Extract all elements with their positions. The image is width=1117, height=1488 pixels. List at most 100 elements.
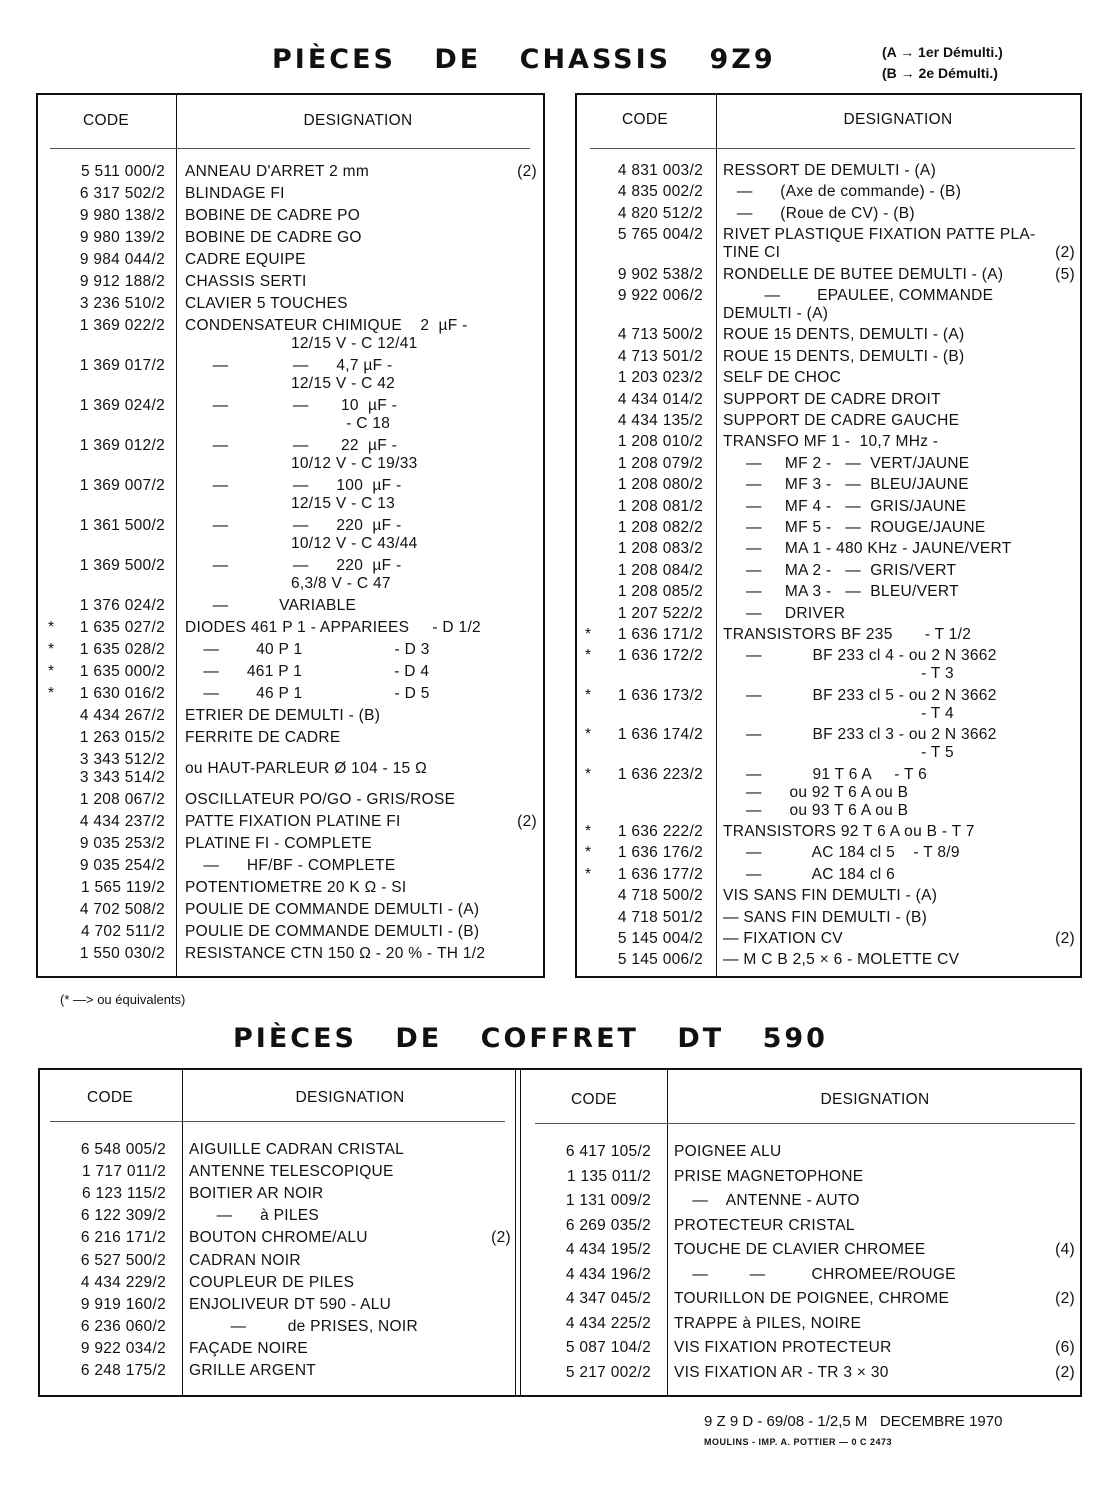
part-code: 1 208 067/2 xyxy=(79,791,165,808)
part-code: 1 369 007/2 xyxy=(79,477,165,494)
note: (2) xyxy=(1055,1290,1075,1307)
designation: 12/15 V - C 13 xyxy=(185,495,396,512)
part-code: 4 713 501/2 xyxy=(617,347,703,365)
part-code: 4 820 512/2 xyxy=(617,204,703,222)
part-code: 6 269 035/2 xyxy=(565,1216,651,1234)
designation: — ANTENNE - AUTO xyxy=(674,1192,860,1209)
designation: 12/15 V - C 12/41 xyxy=(185,335,418,352)
designation: GRILLE ARGENT xyxy=(189,1362,317,1379)
part-code: 4 718 501/2 xyxy=(617,908,703,926)
star: * xyxy=(48,619,55,636)
designation: FAÇADE NOIRE xyxy=(189,1339,309,1357)
part-code: 4 434 267/2 xyxy=(79,707,165,724)
part-code: 4 835 002/2 xyxy=(617,183,703,201)
header-rule xyxy=(50,148,530,149)
designation: DIODES 461 P 1 - APPARIEES - D 1/2 xyxy=(185,619,481,636)
part-code: 9 980 139/2 xyxy=(79,229,165,246)
header-rule xyxy=(590,148,1075,149)
designation: — 40 P 1 - D 3 xyxy=(185,641,430,658)
star: * xyxy=(585,686,592,704)
star: * xyxy=(48,663,55,680)
designation: PRISE MAGNETOPHONE xyxy=(674,1167,864,1185)
part-code: 4 434 135/2 xyxy=(617,412,703,429)
designation: BOUTON CHROME/ALU xyxy=(189,1229,368,1247)
part-code: 5 087 104/2 xyxy=(565,1339,651,1356)
designation: BOITIER AR NOIR xyxy=(189,1185,324,1203)
part-code: 1 630 016/2 xyxy=(79,685,165,702)
designation: — (Axe de commande) - (B) xyxy=(723,183,962,201)
part-code: 6 123 115/2 xyxy=(81,1185,166,1203)
designation: — AC 184 cl 5 - T 8/9 xyxy=(723,844,960,862)
note: (2) xyxy=(1055,244,1075,262)
note: (2) xyxy=(517,813,537,830)
designation: POULIE DE COMMANDE DEMULTI - (A) xyxy=(185,901,480,918)
designation: — SANS FIN DEMULTI - (B) xyxy=(723,908,928,926)
title: PIÈCES DE CHASSIS 9Z9 xyxy=(272,44,776,75)
note: (2) xyxy=(1055,930,1075,947)
designation: RESSORT DE DEMULTI - (A) xyxy=(723,162,937,179)
part-code: 1 207 522/2 xyxy=(617,604,703,622)
designation: CHASSIS SERTI xyxy=(185,273,307,290)
designation: — AC 184 cl 6 xyxy=(723,865,896,883)
designation: BOBINE DE CADRE GO xyxy=(185,229,362,246)
part-code: 6 548 005/2 xyxy=(80,1141,166,1158)
part-code: 6 236 060/2 xyxy=(80,1317,166,1335)
column-header: DESIGNATION xyxy=(303,112,413,129)
part-code: 4 831 003/2 xyxy=(617,162,703,179)
column-header: CODE xyxy=(83,112,129,129)
designation: 12/15 V - C 42 xyxy=(185,375,396,392)
part-code: 1 208 081/2 xyxy=(617,497,703,515)
part-code: 6 317 502/2 xyxy=(79,185,165,202)
header-rule xyxy=(50,1121,505,1122)
part-code: 9 922 034/2 xyxy=(80,1339,166,1357)
designation: - C 18 xyxy=(185,415,391,432)
star: * xyxy=(585,865,592,883)
part-code: 9 984 044/2 xyxy=(79,251,165,268)
designation: — — 10 µF - xyxy=(185,397,398,414)
part-code: 1 636 223/2 xyxy=(617,765,703,783)
designation: SUPPORT DE CADRE GAUCHE xyxy=(723,412,960,429)
designation: VIS FIXATION PROTECTEUR xyxy=(674,1339,892,1356)
divider xyxy=(716,95,717,976)
part-code: 1 636 171/2 xyxy=(617,626,703,643)
designation: — BF 233 cl 5 - ou 2 N 3662 xyxy=(723,686,997,704)
part-code: 6 248 175/2 xyxy=(80,1362,166,1379)
designation: RIVET PLASTIQUE FIXATION PATTE PLA- xyxy=(723,226,1036,244)
part-code: 1 208 085/2 xyxy=(617,583,703,601)
designation: — BF 233 cl 4 - ou 2 N 3662 xyxy=(723,647,997,665)
note: (5) xyxy=(1055,265,1075,283)
designation: — 91 T 6 A - T 6 xyxy=(723,765,928,783)
designation: CADRE EQUIPE xyxy=(185,251,306,268)
star: * xyxy=(585,823,592,840)
star: * xyxy=(585,844,592,862)
part-code: 1 636 173/2 xyxy=(617,686,703,704)
note: (2) xyxy=(517,163,537,180)
part-code: 1 635 000/2 xyxy=(79,663,165,680)
designation: — MA 3 - — BLEU/VERT xyxy=(723,583,959,601)
part-code: 4 434 225/2 xyxy=(565,1314,651,1332)
designation: 10/12 V - C 43/44 xyxy=(185,535,418,552)
designation: — ou 92 T 6 A ou B xyxy=(723,783,909,801)
divider xyxy=(176,95,177,976)
designation: — DRIVER xyxy=(723,604,846,622)
part-code: 4 347 045/2 xyxy=(565,1290,651,1307)
part-code: 4 718 500/2 xyxy=(617,887,703,905)
part-code: 1 208 080/2 xyxy=(617,476,703,494)
part-code: 9 922 006/2 xyxy=(617,287,703,304)
part-code: 1 208 079/2 xyxy=(617,454,703,472)
part-code: 6 122 309/2 xyxy=(80,1207,166,1225)
designation: — de PRISES, NOIR xyxy=(189,1317,418,1335)
footnote: (* —> ou équivalents) xyxy=(60,992,186,1007)
part-code: 1 369 022/2 xyxy=(79,317,165,334)
part-code: 6 216 171/2 xyxy=(80,1229,166,1247)
designation: RESISTANCE CTN 150 Ω - 20 % - TH 1/2 xyxy=(185,945,486,962)
part-code: 4 434 237/2 xyxy=(79,813,165,830)
part-code: 5 217 002/2 xyxy=(565,1363,651,1381)
section-title: PIÈCES DE COFFRET DT 590 xyxy=(233,1023,828,1054)
part-code: 1 376 024/2 xyxy=(79,597,165,614)
part-code: 1 550 030/2 xyxy=(79,945,165,962)
star: * xyxy=(48,685,55,702)
designation: — MF 2 - — VERT/JAUNE xyxy=(723,454,970,472)
star: * xyxy=(585,765,592,783)
